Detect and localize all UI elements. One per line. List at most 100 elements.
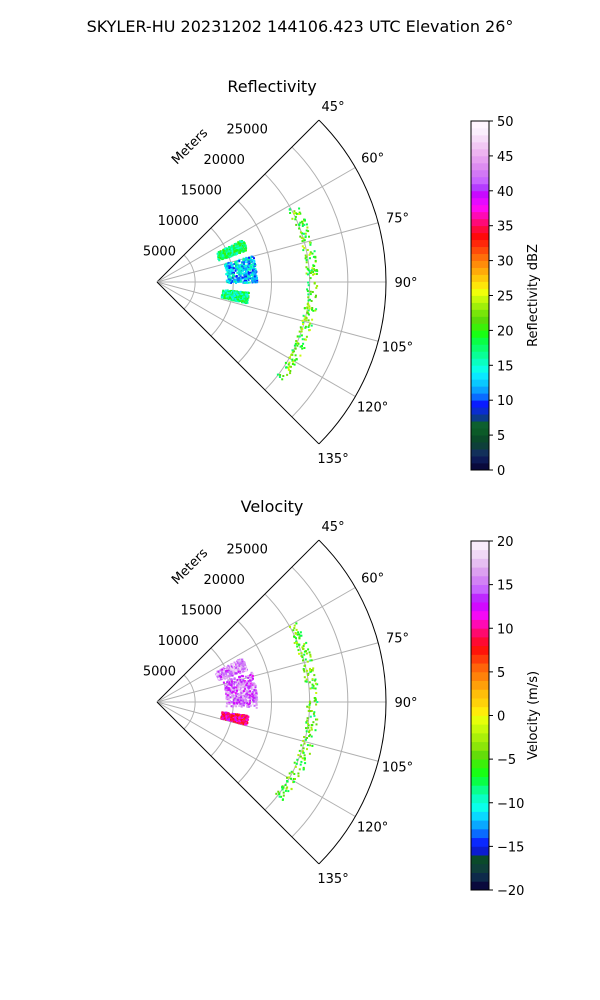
echo-gate (307, 722, 309, 725)
echo-gate (297, 754, 300, 757)
echo-gate (221, 677, 224, 680)
echo-gate (246, 706, 249, 708)
echo-gate (228, 273, 231, 276)
echo-gate (239, 672, 242, 674)
echo-gate (227, 297, 230, 300)
echo-gate (312, 309, 315, 312)
echo-gate (307, 273, 309, 276)
colorbar-swatch (471, 204, 489, 213)
azimuth-gridline (156, 281, 379, 342)
echo-gate (248, 696, 251, 699)
echo-gate (314, 682, 317, 685)
echo-gate (239, 663, 242, 666)
echo-gate (220, 670, 223, 673)
echo-gate (304, 325, 307, 328)
echo-gate (237, 298, 240, 301)
echo-gate (243, 277, 246, 280)
echo-gate (242, 693, 245, 696)
echo-gate (314, 309, 317, 312)
echo-gate (291, 363, 294, 365)
echo-gate (308, 735, 311, 738)
echo-gate (247, 685, 250, 688)
echo-gate (234, 267, 237, 270)
echo-gate (308, 324, 311, 327)
echo-gate (227, 665, 230, 667)
echo-gate (296, 335, 299, 338)
echo-gate (241, 276, 244, 279)
echo-gate (236, 664, 239, 667)
colorbar: −20 −15 −10 −5 0 5 10 15 20 Velocity (m/s) (470, 535, 541, 899)
echo-gate (239, 685, 242, 688)
echo-gate (239, 682, 242, 685)
echo-gate (229, 248, 232, 251)
echo-gate (237, 281, 240, 283)
colorbar-swatch (471, 435, 489, 443)
echo-gate (230, 293, 233, 296)
colorbar-tick-label: −15 (497, 840, 524, 855)
echo-gate (301, 220, 303, 223)
colorbar-swatch (471, 872, 489, 882)
colorbar-swatch (471, 715, 489, 725)
echo-gate (238, 242, 241, 245)
azimuth-tick-label: 135° (317, 872, 348, 887)
echo-gate (234, 246, 237, 249)
echo-gate (224, 253, 227, 256)
echo-gate (243, 249, 246, 252)
echo-gate (233, 271, 235, 274)
echo-gate (239, 246, 242, 249)
echo-gate (247, 675, 250, 678)
echo-gate (247, 676, 250, 679)
echo-gate (298, 652, 300, 655)
echo-gate (242, 686, 245, 689)
echo-gate (244, 675, 247, 678)
echo-gate (224, 297, 226, 299)
echo-gate (299, 326, 302, 329)
echo-gate (224, 672, 227, 675)
echo-gate (245, 690, 248, 693)
echo-gate (236, 717, 239, 720)
echo-gate (240, 695, 242, 698)
colorbar-swatch (471, 602, 489, 612)
echo-gate (240, 247, 243, 250)
echo-gate (226, 263, 229, 266)
echo-gate (226, 272, 229, 274)
echo-gate (239, 678, 242, 681)
echo-gate (308, 270, 311, 272)
echo-gate (247, 268, 250, 270)
echo-gate (234, 292, 237, 295)
echo-gate (231, 681, 234, 684)
echo-gate (219, 250, 222, 253)
echo-gate (221, 671, 224, 674)
echo-gate (224, 670, 227, 673)
echo-gate (293, 780, 295, 783)
echo-gate (227, 718, 230, 721)
echo-gate (238, 719, 241, 722)
echo-gate (296, 645, 299, 648)
echo-gate (315, 269, 318, 271)
echo-gate (292, 778, 295, 780)
echo-gate (247, 277, 250, 280)
echo-gate (296, 758, 299, 761)
colorbar-swatch (471, 881, 489, 891)
sector-edge (156, 119, 320, 283)
echo-gate (220, 250, 223, 253)
echo-gate (313, 273, 316, 275)
echo-gate (225, 705, 228, 708)
echo-gate (288, 208, 291, 211)
colorbar-swatch (471, 337, 489, 345)
echo-gate (222, 254, 225, 257)
colorbar-label: Velocity (m/s) (526, 671, 541, 760)
azimuth-tick-label: 90° (394, 696, 417, 711)
echo-gate (248, 705, 251, 708)
echo-gate (226, 266, 229, 269)
echo-gate (243, 667, 246, 670)
echo-gate (238, 722, 241, 725)
echo-gate (232, 686, 235, 689)
azimuth-gridline (156, 642, 379, 703)
echo-gate (244, 298, 247, 301)
azimuth-tick-label: 90° (394, 276, 417, 291)
echo-gate (308, 703, 311, 706)
echo-gate (250, 265, 253, 268)
echo-gate (303, 239, 306, 242)
echo-gate (237, 277, 240, 280)
